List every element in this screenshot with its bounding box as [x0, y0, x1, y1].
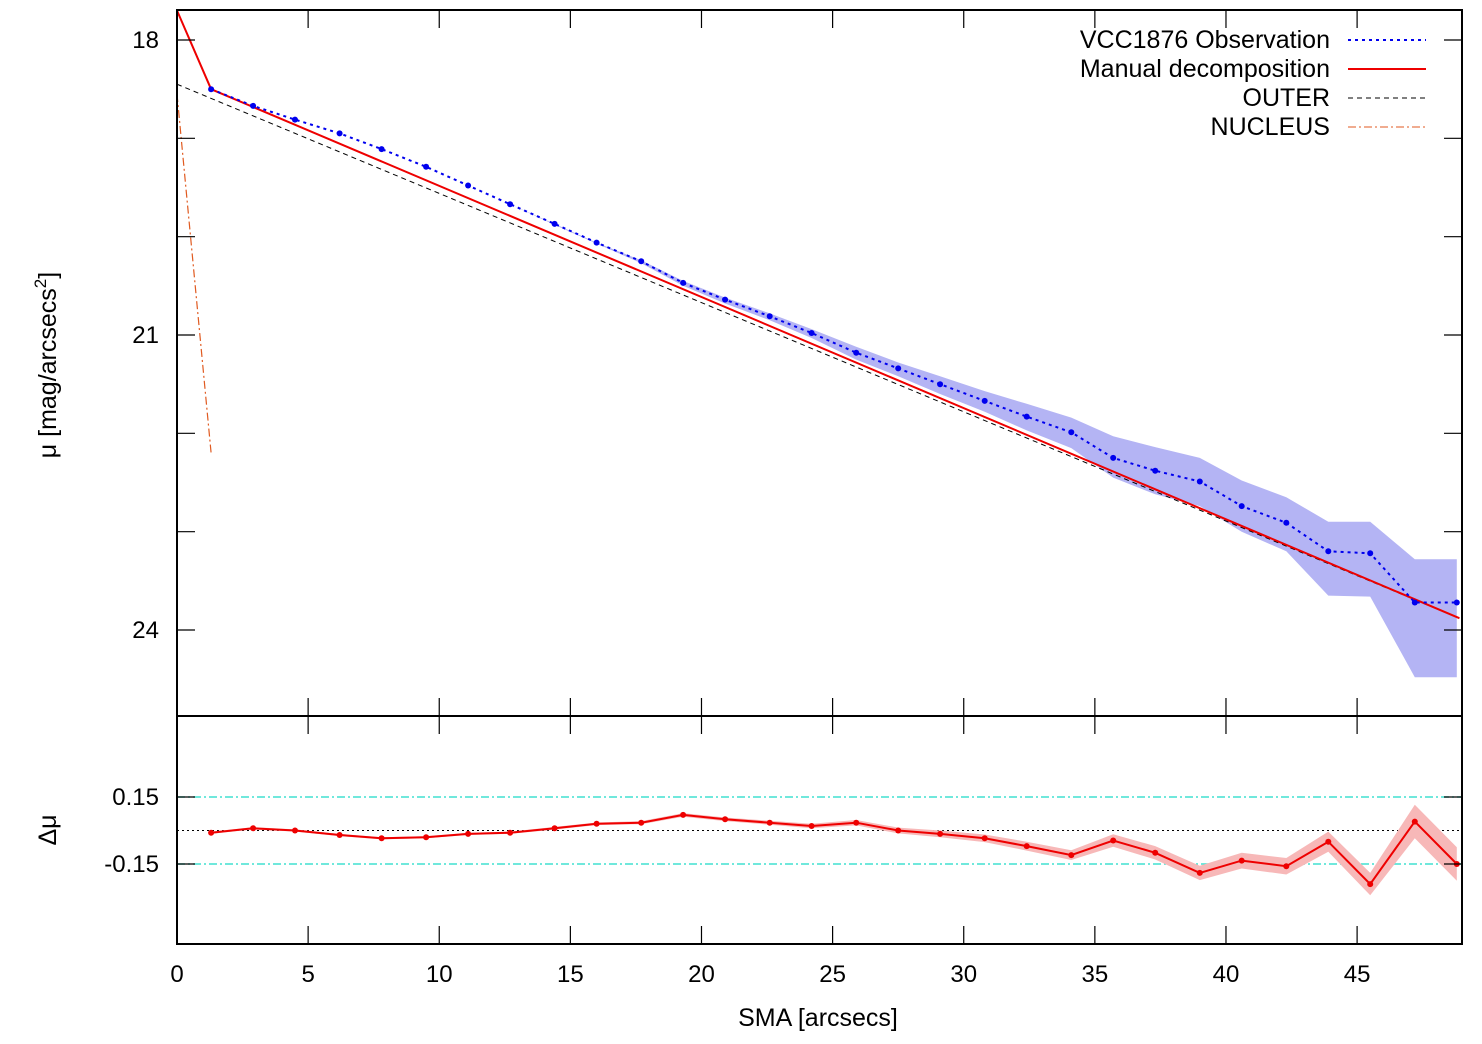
observation-point — [507, 201, 514, 208]
bottom-panel-frame — [176, 715, 1463, 945]
residual-point — [680, 811, 687, 818]
residual-point — [1152, 849, 1159, 856]
observation-point — [593, 239, 600, 246]
residual-point — [722, 816, 729, 823]
residual-point — [1367, 881, 1374, 888]
observation-point — [1110, 454, 1117, 461]
x-tick-label: 30 — [950, 961, 977, 988]
residual-point — [378, 835, 385, 842]
residual-y-tick-label: 0.15 — [112, 784, 159, 811]
residual-point — [1325, 838, 1332, 845]
legend-label-nucleus: NUCLEUS — [1211, 113, 1330, 141]
residual-error-band — [211, 804, 1457, 896]
x-tick-label: 35 — [1082, 961, 1109, 988]
observation-point — [766, 313, 773, 320]
observation-point — [1238, 503, 1245, 510]
observation-point — [336, 130, 343, 137]
residual-point — [1023, 843, 1030, 850]
observation-point — [937, 381, 944, 388]
residual-point — [895, 827, 902, 834]
residual-point — [551, 825, 558, 832]
observation-point — [465, 182, 472, 189]
observation-error-band — [211, 89, 1457, 678]
series-observation-line — [210, 88, 1457, 604]
observation-point — [378, 146, 385, 153]
top-plot-area — [177, 10, 1460, 678]
observation-point — [1453, 599, 1460, 606]
residual-panel: 0.15 -0.15 0 5 10 15 20 25 30 35 40 45 — [104, 715, 1463, 988]
residual-point — [593, 820, 600, 827]
residual-point — [423, 834, 430, 841]
residual-point — [250, 825, 257, 832]
observation-point — [981, 397, 988, 404]
bottom-y-axis-label: Δμ — [34, 814, 62, 845]
observation-point — [722, 296, 729, 303]
bottom-plot-area — [177, 796, 1462, 896]
top-y-axis-label-end: ] — [34, 272, 62, 279]
observation-point — [1325, 548, 1332, 555]
residual-point — [208, 829, 215, 836]
top-y-axis-label-sup: 2 — [31, 279, 50, 288]
y-tick-label: 24 — [132, 617, 159, 644]
residual-point — [292, 827, 298, 834]
observation-point — [638, 258, 645, 265]
x-tick-label: 25 — [819, 961, 846, 988]
observation-point — [1196, 478, 1203, 485]
legend-label-manual: Manual decomposition — [1080, 55, 1330, 83]
observation-point — [1411, 599, 1418, 606]
residual-point — [465, 830, 472, 837]
x-tick-label: 45 — [1344, 961, 1371, 988]
residual-point — [1068, 852, 1075, 859]
x-tick-label: 20 — [688, 961, 715, 988]
residual-point — [1411, 818, 1418, 825]
residual-point — [336, 832, 343, 838]
observation-point — [808, 330, 815, 336]
observation-point — [853, 349, 860, 356]
observation-point — [292, 116, 298, 123]
y-tick-label: 18 — [132, 27, 159, 54]
series-nucleus — [177, 94, 212, 454]
residual-y-tick-label: -0.15 — [104, 851, 159, 878]
residual-point — [808, 823, 815, 829]
residual-point — [1238, 857, 1245, 864]
legend: VCC1876 Observation Manual decomposition… — [1080, 26, 1426, 141]
residual-point — [638, 819, 645, 826]
x-tick-label: 15 — [557, 961, 584, 988]
residual-point — [1110, 837, 1117, 844]
residual-point — [766, 819, 773, 826]
observation-point — [895, 365, 902, 372]
series-outer — [177, 83, 1460, 619]
observation-point — [250, 102, 257, 109]
x-tick-label: 0 — [170, 961, 183, 988]
residual-point — [853, 819, 860, 826]
x-tick-label: 10 — [426, 961, 453, 988]
top-y-axis-label-main: μ [mag/arcsecs — [34, 288, 62, 458]
residual-point — [507, 829, 514, 836]
x-axis-label: SMA [arcsecs] — [738, 1004, 898, 1032]
series-residual-line — [210, 813, 1458, 886]
observation-point — [680, 279, 687, 286]
residual-point — [981, 835, 988, 842]
residual-point — [1196, 869, 1203, 876]
top-y-axis-label: μ [mag/arcsecs2] — [31, 272, 62, 458]
observation-point — [1023, 413, 1030, 420]
observation-point — [1068, 429, 1075, 436]
y-tick-label: 21 — [132, 322, 159, 349]
legend-label-outer: OUTER — [1243, 84, 1331, 112]
observation-point — [1283, 519, 1290, 526]
observation-point — [208, 86, 215, 93]
observation-point — [1367, 550, 1374, 557]
observation-point — [1152, 467, 1159, 474]
residual-point — [937, 830, 944, 837]
x-tick-label: 40 — [1213, 961, 1240, 988]
legend-label-observation: VCC1876 Observation — [1080, 26, 1330, 54]
observation-point — [423, 163, 430, 170]
observation-point — [551, 220, 558, 227]
x-tick-label: 5 — [301, 961, 314, 988]
residual-point — [1283, 863, 1290, 870]
